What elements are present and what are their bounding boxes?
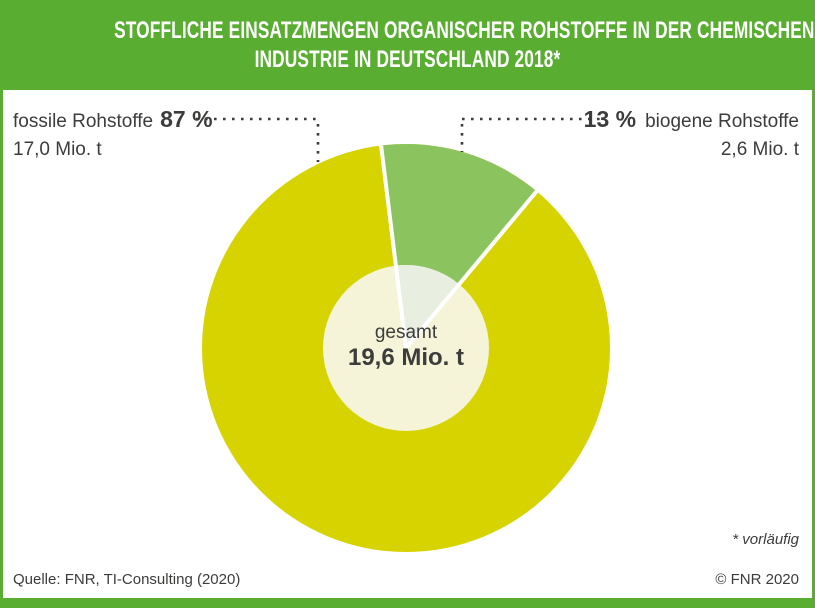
slice-separator-start — [379, 145, 408, 349]
callout-connectors — [196, 117, 606, 162]
biogenic-amount: 2,6 Mio. t — [720, 139, 799, 160]
chart-title-line-1: STOFFLICHE EINSATZMENGEN ORGANISCHER ROH… — [114, 17, 815, 44]
frame-left-border — [0, 90, 3, 608]
callout-biogenic: 13 % biogene Rohstoffe 2,6 Mio. t — [584, 106, 799, 163]
biogenic-percent: 13 % — [583, 106, 637, 132]
biogenic-label: biogene Rohstoffe — [645, 111, 799, 132]
fossil-percent: 87 % — [160, 106, 213, 132]
fossil-amount: 17,0 Mio. t — [13, 139, 102, 160]
title-banner: STOFFLICHE EINSATZMENGEN ORGANISCHER ROH… — [0, 0, 815, 90]
donut-center-label: gesamt 19,6 Mio. t — [348, 321, 464, 372]
total-value: 19,6 Mio. t — [347, 344, 465, 371]
frame-bottom-bar — [0, 598, 815, 608]
copyright: © FNR 2020 — [715, 571, 799, 588]
chart-title-line-2: INDUSTRIE IN DEUTSCHLAND 2018* — [254, 46, 561, 73]
total-word: gesamt — [374, 322, 438, 343]
fossil-label: fossile Rohstoffe — [13, 111, 154, 132]
slice-separator-end — [404, 190, 539, 350]
footnote-preliminary: * vorläufig — [732, 531, 799, 548]
donut-hole-biogenic-tint — [395, 264, 460, 348]
source-credit: Quelle: FNR, TI-Consulting (2020) — [13, 571, 241, 588]
frame-right-border — [812, 90, 815, 608]
callout-fossil: fossile Rohstoffe 87 % 17,0 Mio. t — [13, 106, 213, 163]
